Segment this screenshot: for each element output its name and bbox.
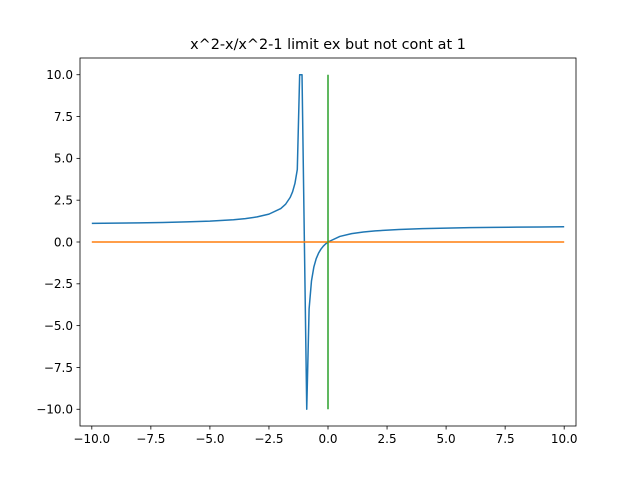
y-tick-label: 2.5 xyxy=(54,193,73,207)
plot-area xyxy=(91,73,565,411)
x-tick-label: −7.5 xyxy=(136,432,165,446)
y-tick-label: 5.0 xyxy=(54,152,73,166)
y-tick-label: 10.0 xyxy=(46,68,73,82)
x-tick-label: −2.5 xyxy=(254,432,283,446)
y-tick-label: 7.5 xyxy=(54,110,73,124)
series-line-1 xyxy=(91,73,565,411)
x-tick-label: 5.0 xyxy=(437,432,456,446)
y-tick-label: −7.5 xyxy=(44,361,73,375)
axes: −10.0 −7.5 −5.0 −2.5 0.0 2.5 5.0 7.5 10.0 −10.0 −7… xyxy=(36,57,578,446)
chart-title: x^2-x/x^2-1 limit ex but not cont at 1 xyxy=(190,37,466,53)
y-tick-label: −10.0 xyxy=(36,403,73,417)
y-tick-label: −5.0 xyxy=(44,319,73,333)
x-tick-label: 0.0 xyxy=(318,432,337,446)
x-tick-label: −5.0 xyxy=(195,432,224,446)
x-tick-label: 10.0 xyxy=(551,432,578,446)
x-tick-label: 7.5 xyxy=(496,432,515,446)
y-tick-label: 0.0 xyxy=(54,235,73,249)
x-tick-label: 2.5 xyxy=(378,432,397,446)
y-tick-label: −2.5 xyxy=(44,277,73,291)
x-tick-label: −10.0 xyxy=(73,432,110,446)
